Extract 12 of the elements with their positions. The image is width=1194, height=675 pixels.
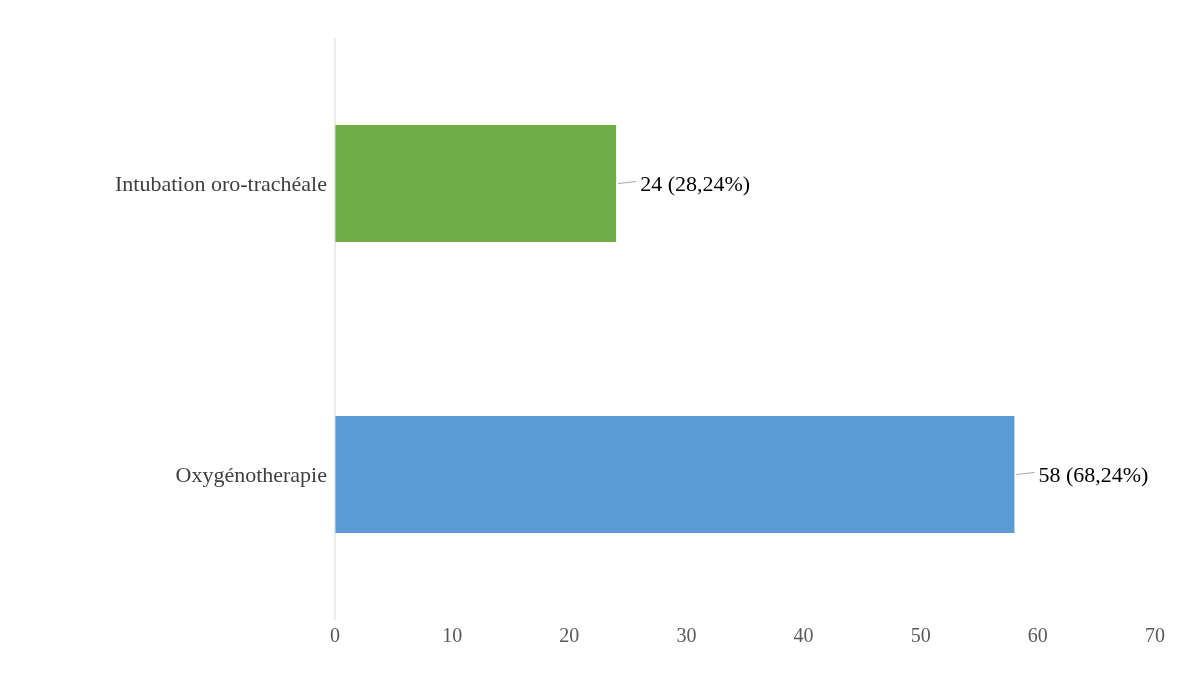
x-tick-label: 60 (1027, 624, 1048, 647)
x-tick-label: 20 (559, 624, 580, 647)
x-tick-label: 40 (793, 624, 814, 647)
x-tick-label: 30 (676, 624, 697, 647)
x-tick-label: 10 (442, 624, 463, 647)
x-tick-label: 0 (330, 624, 340, 647)
data-label: 58 (68,24%) (1038, 462, 1149, 487)
data-label: 24 (28,24%) (640, 171, 751, 196)
x-tick-label: 70 (1145, 624, 1165, 647)
x-tick-label: 50 (910, 624, 931, 647)
y-tick-label: Intubation oro-trachéale (115, 171, 327, 197)
y-tick-label: Oxygénotherapie (175, 462, 327, 488)
